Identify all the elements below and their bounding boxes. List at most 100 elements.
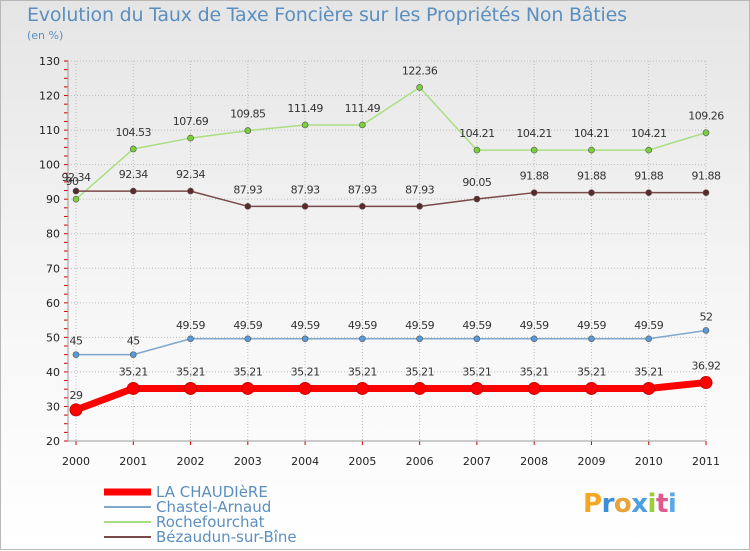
data-point	[72, 187, 80, 195]
data-point	[359, 121, 366, 129]
series-line-2	[75, 86, 707, 200]
y-tick-label: 100	[39, 159, 60, 172]
data-point	[72, 351, 80, 358]
y-tick-label: 80	[46, 228, 60, 241]
x-tick-label: 2011	[692, 455, 720, 468]
y-tick-label: 70	[46, 262, 60, 275]
data-label: 35.21	[577, 365, 606, 378]
data-point	[129, 145, 137, 153]
data-point	[187, 134, 194, 142]
y-axis-unit-label: (en %)	[27, 29, 64, 42]
data-label: 92.34	[176, 168, 205, 181]
x-tick-label: 2002	[177, 455, 205, 468]
data-label: 35.21	[520, 365, 549, 378]
data-label: 49.59	[520, 319, 549, 332]
data-label: 104.53	[116, 126, 152, 139]
data-point	[699, 376, 713, 390]
data-point	[470, 381, 484, 395]
y-tick-label: 20	[46, 435, 60, 448]
data-point	[298, 381, 312, 395]
data-label: 104.21	[631, 127, 667, 140]
data-label: 91.88	[692, 170, 721, 183]
data-label: 90	[66, 175, 79, 188]
logo-letter: x	[631, 489, 648, 519]
x-tick-label: 2000	[62, 455, 90, 468]
data-label: 52	[700, 310, 713, 323]
logo-letter: i	[647, 489, 657, 519]
data-label: 92.34	[62, 171, 91, 184]
data-point	[244, 127, 252, 134]
data-label: 49.59	[405, 319, 434, 332]
data-label: 49.59	[577, 319, 606, 332]
y-tick-label: 60	[46, 297, 60, 310]
legend-label: LA CHAUDIèRE	[156, 483, 268, 501]
data-point	[126, 381, 140, 395]
data-point	[473, 335, 481, 343]
y-tick-label: 130	[39, 55, 60, 68]
data-label: 104.21	[574, 127, 610, 140]
x-tick-label: 2010	[635, 455, 663, 468]
series-line-0	[72, 379, 710, 414]
x-tick-label: 2003	[234, 455, 262, 468]
data-point	[642, 381, 656, 395]
data-label: 87.93	[348, 183, 377, 196]
data-label: 111.49	[345, 102, 381, 115]
data-point	[702, 327, 710, 334]
logo-letter: P	[583, 489, 602, 519]
legend-label: Chastel-Arnaud	[156, 498, 271, 516]
data-label: 91.88	[577, 170, 606, 183]
data-label: 35.21	[233, 365, 262, 378]
logo-letter: r	[601, 489, 615, 519]
data-point	[244, 335, 252, 343]
data-label: 107.69	[173, 115, 209, 128]
data-label: 35.21	[634, 365, 663, 378]
data-point	[184, 381, 198, 395]
x-tick-label: 2004	[291, 455, 319, 468]
data-point	[416, 203, 423, 210]
data-label-layer: 29 35.21 35.21 35.21 35.21 35.21 35.21 35.21 35.…	[62, 64, 725, 402]
data-point	[72, 195, 80, 203]
data-label: 91.88	[634, 170, 663, 183]
legend-label: Rochefourchat	[156, 513, 265, 531]
y-tick-label: 50	[46, 331, 60, 344]
data-label: 49.59	[176, 319, 205, 332]
data-point	[359, 335, 366, 343]
data-point	[69, 403, 83, 417]
x-tick-label: 2008	[520, 455, 548, 468]
data-point	[129, 187, 137, 195]
y-tick-label: 110	[39, 124, 60, 137]
data-label: 49.59	[348, 319, 377, 332]
x-tick-label: 2006	[406, 455, 434, 468]
series-line-3	[75, 190, 707, 208]
data-label: 35.21	[176, 365, 205, 378]
y-tick-label: 90	[46, 193, 60, 206]
data-label: 49.59	[462, 319, 491, 332]
data-label: 111.49	[287, 102, 323, 115]
data-point	[301, 121, 309, 129]
logo-letter: i	[667, 489, 677, 519]
data-label: 49.59	[233, 319, 262, 332]
data-point	[588, 189, 595, 196]
data-label: 92.34	[119, 168, 148, 181]
data-label: 91.88	[520, 170, 549, 183]
data-point	[645, 189, 653, 196]
data-point	[187, 187, 194, 195]
y-tick-label: 40	[46, 366, 60, 379]
data-point	[301, 335, 309, 343]
data-point	[588, 335, 595, 343]
data-label: 104.21	[516, 127, 552, 140]
x-tick-label: 2009	[577, 455, 605, 468]
data-point	[645, 146, 653, 154]
data-label: 35.21	[405, 365, 434, 378]
data-point	[355, 381, 369, 395]
data-label: 49.59	[291, 319, 320, 332]
data-label: 36.92	[692, 360, 721, 373]
data-point	[187, 335, 194, 343]
data-point	[359, 203, 366, 210]
data-label: 90.05	[462, 176, 491, 189]
chart-title: Evolution du Taux de Taxe Foncière sur l…	[27, 4, 627, 26]
data-point	[702, 189, 710, 196]
data-label: 87.93	[405, 183, 434, 196]
axis-layer: 20 30 40 50 60 70 80 90 100 110 120 130 2000 2001 2002…	[39, 55, 720, 468]
